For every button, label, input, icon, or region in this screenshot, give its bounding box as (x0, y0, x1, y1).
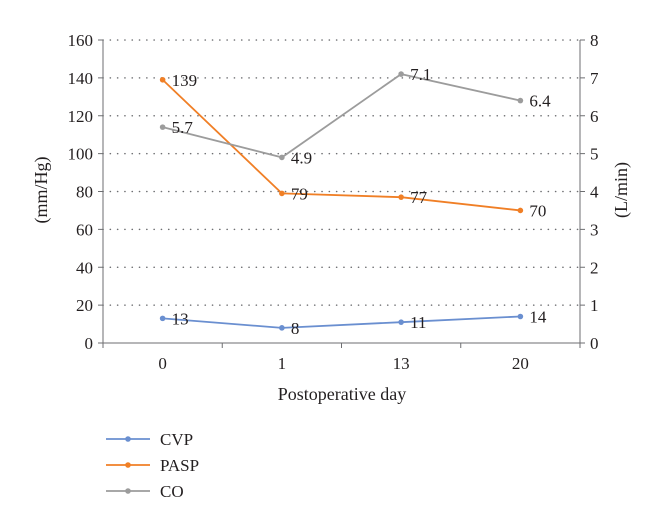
data-point (159, 76, 166, 83)
legend-item-pasp: PASP (106, 456, 199, 475)
legend-label: CO (160, 482, 184, 501)
legend-label: CVP (160, 430, 193, 449)
x-axis-tick-labels: 0 1 13 20 (158, 354, 529, 373)
left-tick-label: 100 (68, 145, 94, 164)
legend-marker (125, 462, 131, 468)
right-tick-label: 4 (590, 183, 599, 202)
data-point (398, 194, 404, 200)
left-tick-label: 40 (76, 258, 93, 277)
data-point (279, 325, 285, 331)
legend: CVP PASP CO (106, 430, 199, 501)
data-label: 79 (291, 184, 308, 203)
data-label: 13 (172, 309, 189, 328)
legend-item-co: CO (106, 482, 184, 501)
left-tick-label: 120 (68, 107, 94, 126)
series-co (159, 71, 524, 161)
right-tick-label: 5 (590, 145, 599, 164)
data-label: 139 (172, 71, 198, 90)
left-y-axis-tick-labels: 0 20 40 60 80 100 120 140 160 (68, 31, 94, 353)
series-pasp (159, 76, 524, 214)
series-line-pasp (162, 79, 521, 212)
x-tick-label: 20 (512, 354, 529, 373)
data-label: 14 (529, 307, 547, 326)
data-point (398, 319, 404, 325)
data-point (159, 315, 166, 322)
data-label: 5.7 (172, 118, 194, 137)
data-point (517, 313, 524, 320)
x-axis-title: Postoperative day (278, 384, 406, 404)
left-tick-label: 80 (76, 183, 93, 202)
legend-marker (125, 488, 131, 494)
data-point (517, 207, 524, 214)
data-label: 4.9 (291, 148, 312, 167)
series-cvp (159, 313, 524, 331)
data-point (159, 124, 166, 130)
legend-label: PASP (160, 456, 199, 475)
data-point (517, 97, 524, 104)
data-label: 11 (410, 313, 426, 332)
x-tick-label: 1 (278, 354, 287, 373)
left-tick-label: 60 (76, 220, 93, 239)
data-label: 7.1 (410, 65, 431, 84)
data-label: 8 (291, 319, 300, 338)
data-point (398, 71, 404, 77)
right-y-axis-title: (L/min) (611, 162, 632, 218)
data-label: 70 (529, 201, 546, 220)
left-tick-label: 0 (85, 334, 94, 353)
right-tick-label: 6 (590, 107, 599, 126)
data-point (279, 190, 285, 197)
right-tick-label: 7 (590, 69, 599, 88)
right-tick-label: 3 (590, 220, 599, 239)
gridlines (102, 39, 581, 306)
series-line-cvp (162, 315, 521, 329)
legend-item-cvp: CVP (106, 430, 193, 449)
data-point (279, 154, 285, 161)
data-label: 77 (410, 188, 428, 207)
axes (98, 39, 585, 348)
series-line-co (162, 73, 521, 159)
data-label: 6.4 (529, 92, 551, 111)
x-tick-label: 0 (158, 354, 167, 373)
left-y-axis-title: (mm/Hg) (31, 157, 52, 224)
right-tick-label: 1 (590, 296, 599, 315)
right-tick-label: 0 (590, 334, 599, 353)
series-layer (159, 71, 524, 331)
right-tick-label: 2 (590, 258, 599, 277)
x-tick-label: 13 (393, 354, 410, 373)
legend-marker (125, 436, 131, 442)
right-y-axis-tick-labels: 0 1 2 3 4 5 6 7 8 (590, 31, 599, 353)
left-tick-label: 140 (68, 69, 94, 88)
data-labels-layer: 13 8 11 14 139 79 77 70 5.7 4.9 7.1 6.4 (172, 65, 552, 338)
left-tick-label: 160 (68, 31, 94, 50)
right-tick-label: 8 (590, 31, 599, 50)
left-tick-label: 20 (76, 296, 93, 315)
